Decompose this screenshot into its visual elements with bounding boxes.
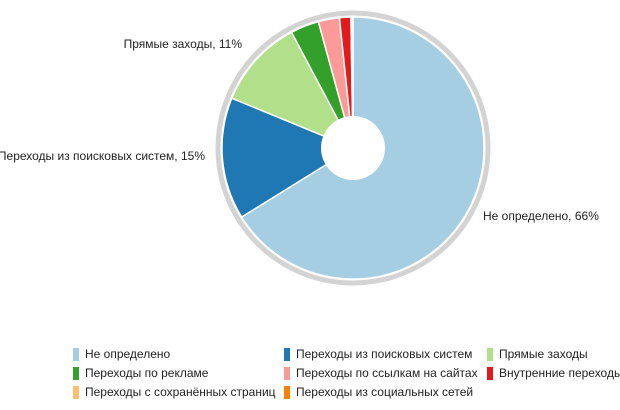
pie-slice [230,31,355,150]
donut-hole [321,116,385,180]
slice-label: Прямые заходы, 11% [124,37,243,51]
pie-slice [221,97,355,219]
slice-labels: Не определено, 66% Переходы из поисковых … [0,37,599,223]
slice-label: Переходы из поисковых систем, 15% [0,149,205,163]
slice-label: Не определено, 66% [483,209,599,223]
pie-slice [351,16,354,149]
